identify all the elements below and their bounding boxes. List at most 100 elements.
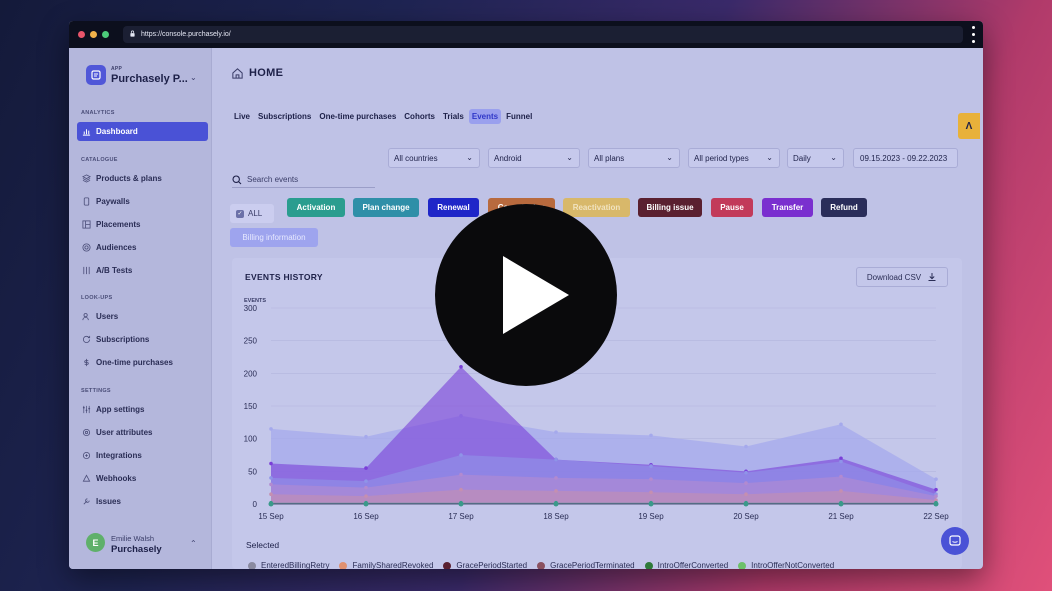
tab-cohorts[interactable]: Cohorts — [404, 112, 435, 121]
data-point — [269, 492, 273, 496]
search-events[interactable]: Search events — [232, 172, 375, 188]
chip-plan-change[interactable]: Plan change — [353, 198, 419, 217]
main-content: HOME Live Subscriptions One-time purchas… — [212, 48, 983, 569]
legend-item[interactable]: EnteredBillingRetry — [248, 561, 329, 569]
countries-select[interactable]: All countries ⌄ — [388, 148, 480, 168]
minimize-window-button[interactable] — [90, 31, 97, 38]
chip-pause[interactable]: Pause — [711, 198, 753, 217]
play-icon — [503, 256, 569, 334]
app-icon[interactable] — [86, 65, 106, 85]
tab-subscriptions[interactable]: Subscriptions — [258, 112, 312, 121]
chevron-down-icon: ⌄ — [766, 153, 773, 162]
browser-titlebar: https://console.purchasely.io/ — [69, 21, 983, 48]
maximize-window-button[interactable] — [102, 31, 109, 38]
baseline-marker — [363, 501, 369, 507]
tab-live[interactable]: Live — [234, 112, 251, 121]
chevron-down-icon[interactable]: ⌄ — [190, 73, 197, 82]
legend-item[interactable]: FamilySharedRevoked — [339, 561, 433, 569]
sidebar-item-subscriptions[interactable]: Subscriptions — [77, 330, 208, 349]
avatar[interactable]: E — [86, 533, 105, 552]
data-point — [744, 470, 748, 475]
sidebar-item-integrations[interactable]: Integrations — [77, 446, 208, 465]
phone-icon — [81, 197, 91, 207]
legend-dot — [644, 561, 653, 569]
video-play-button[interactable] — [435, 204, 617, 386]
sidebar-item-products[interactable]: Products & plans — [77, 169, 208, 188]
chat-icon — [949, 535, 961, 546]
sidebar-item-onetime[interactable]: One-time purchases — [77, 353, 208, 372]
users-icon — [81, 312, 91, 322]
data-point — [839, 489, 843, 493]
data-point — [459, 487, 463, 492]
sidebar-item-issues[interactable]: Issues — [77, 492, 208, 511]
sidebar-item-users[interactable]: Users — [77, 307, 208, 326]
purchasely-logo-icon[interactable]: Λ — [958, 113, 980, 139]
chart-legend: EnteredBillingRetry FamilySharedRevoked … — [248, 561, 834, 569]
tab-one-time-purchases[interactable]: One-time purchases — [319, 112, 397, 121]
x-tick-label: 22 Sep — [923, 512, 949, 521]
data-point — [459, 472, 463, 477]
legend-item[interactable]: IntroOfferNotConverted — [738, 561, 834, 569]
checkbox-icon[interactable]: ✓ — [236, 209, 244, 218]
sidebar-item-userattributes[interactable]: User attributes — [77, 423, 208, 442]
close-window-button[interactable] — [78, 31, 85, 38]
browser-menu-icon[interactable] — [972, 26, 975, 43]
sidebar-item-audiences[interactable]: Audiences — [77, 238, 208, 257]
data-point — [839, 422, 843, 427]
search-icon — [232, 174, 242, 184]
sidebar-item-appsettings[interactable]: App settings — [77, 400, 208, 419]
chip-billing-issue[interactable]: Billing issue — [638, 198, 702, 217]
legend-item[interactable]: IntroOfferConverted — [644, 561, 728, 569]
data-point — [839, 459, 843, 464]
sidebar-item-abtests[interactable]: A/B Tests — [77, 261, 208, 280]
plans-select[interactable]: All plans ⌄ — [588, 148, 680, 168]
chip-all[interactable]: ✓ ALL — [230, 204, 274, 223]
data-point — [649, 490, 653, 495]
app-selector[interactable]: Purchasely P... — [111, 73, 188, 85]
legend-item[interactable]: GracePeriodStarted — [443, 561, 527, 569]
data-point — [269, 461, 273, 466]
chip-renewal[interactable]: Renewal — [428, 198, 479, 217]
user-org[interactable]: Purchasely — [111, 544, 162, 555]
section-catalogue: CATALOGUE — [81, 157, 118, 163]
dollar-icon — [81, 358, 91, 368]
legend-item[interactable]: GracePeriodTerminated — [537, 561, 635, 569]
date-range-picker[interactable]: 09.15.2023 - 09.22.2023 — [853, 148, 958, 168]
platform-select[interactable]: Android ⌄ — [488, 148, 580, 168]
tab-funnel[interactable]: Funnel — [506, 112, 533, 121]
target-icon — [81, 243, 91, 253]
granularity-select[interactable]: Daily ⌄ — [787, 148, 844, 168]
data-point — [554, 457, 558, 462]
search-input[interactable]: Search events — [247, 175, 299, 184]
chip-reactivation[interactable]: Reactivation — [563, 198, 630, 217]
data-point — [269, 482, 273, 487]
baseline-marker — [743, 501, 749, 507]
data-point — [459, 365, 463, 369]
tab-trials[interactable]: Trials — [442, 112, 464, 121]
data-point — [649, 433, 653, 438]
period-types-select[interactable]: All period types ⌄ — [688, 148, 780, 168]
chip-transfer[interactable]: Transfer — [762, 198, 813, 217]
chip-billing-information[interactable]: Billing information — [230, 228, 318, 247]
tab-events[interactable]: Events — [468, 109, 502, 124]
chart-icon — [81, 127, 91, 137]
data-point — [554, 476, 558, 480]
sidebar-item-webhooks[interactable]: Webhooks — [77, 469, 208, 488]
chip-refund[interactable]: Refund — [821, 198, 867, 217]
data-point — [934, 487, 938, 492]
chip-activation[interactable]: Activation — [287, 198, 345, 217]
legend-dot — [537, 561, 546, 569]
address-bar[interactable]: https://console.purchasely.io/ — [123, 26, 963, 43]
download-icon — [928, 273, 936, 281]
sidebar-item-dashboard[interactable]: Dashboard — [77, 122, 208, 141]
user-name: Emilie Walsh — [111, 534, 155, 543]
chat-button[interactable] — [941, 527, 969, 555]
sidebar-item-placements[interactable]: Placements — [77, 215, 208, 234]
data-point — [649, 464, 653, 468]
x-tick-label: 21 Sep — [828, 512, 854, 521]
data-point — [839, 456, 843, 461]
chevron-up-icon[interactable]: ⌃ — [190, 539, 197, 548]
data-point — [934, 477, 938, 481]
download-csv-button[interactable]: Download CSV — [856, 267, 948, 287]
sidebar-item-paywalls[interactable]: Paywalls — [77, 192, 208, 211]
